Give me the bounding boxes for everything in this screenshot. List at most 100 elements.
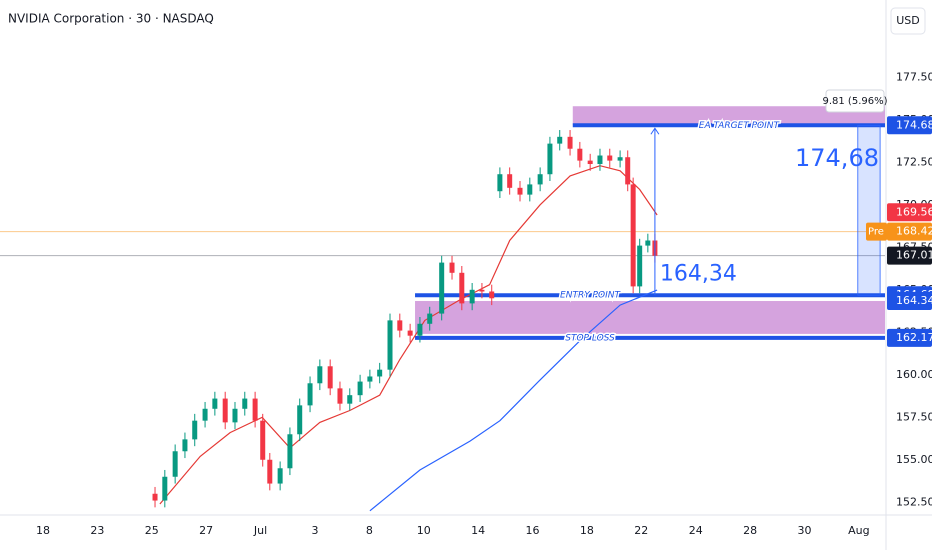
candle-body	[277, 468, 283, 484]
y-tick-label: 152.50	[896, 495, 932, 508]
y-tick-label: 157.50	[896, 410, 932, 423]
candle-body	[469, 289, 475, 304]
candle-body	[597, 155, 603, 165]
candle-body	[377, 369, 383, 377]
x-tick-label: 27	[199, 524, 213, 537]
candle-body	[479, 289, 485, 292]
price-tag	[887, 246, 932, 265]
price-tag-label: 168.42	[896, 225, 932, 238]
candle-body	[182, 439, 188, 452]
candle-body	[152, 493, 158, 501]
candle-body	[297, 405, 303, 435]
x-tick-label: 10	[417, 524, 431, 537]
candle-body	[347, 395, 353, 404]
candle-body	[307, 383, 313, 406]
price-annotation: 174,68	[795, 144, 879, 172]
currency[interactable]: USD	[896, 14, 920, 27]
price-tag-label: 162.17	[896, 331, 932, 344]
candle-body	[527, 184, 533, 195]
price-tag	[887, 292, 932, 311]
price-tag-label: 167.01	[896, 249, 932, 262]
x-tick-label: 28	[743, 524, 757, 537]
zone-label: EA TARGET POINT	[699, 121, 781, 131]
candle-body	[242, 398, 248, 409]
x-tick-label: 18	[36, 524, 50, 537]
measure-label: 9.81 (5.96%)	[822, 96, 887, 107]
candle-body	[397, 320, 403, 331]
pre-tag	[866, 222, 887, 241]
candle-body	[439, 262, 445, 314]
x-tick-label: 3	[311, 524, 318, 537]
currency-button[interactable]	[890, 7, 926, 35]
y-tick-label: 155.00	[896, 453, 932, 466]
candle-body	[517, 187, 523, 195]
zone-label: STOP LOSS	[565, 333, 615, 343]
arrow-head	[650, 127, 660, 135]
candle-body	[202, 408, 208, 421]
candle-body	[577, 148, 583, 161]
target-zone	[572, 106, 885, 126]
candle-body	[212, 398, 218, 409]
x-tick-label: 14	[471, 524, 485, 537]
candle-body	[449, 262, 455, 273]
candle-body	[337, 388, 343, 404]
price-tag-label: 164.34	[896, 294, 932, 307]
candle-body	[232, 408, 238, 423]
candle-body	[317, 366, 323, 384]
candle-body	[557, 136, 563, 144]
candle-body	[357, 381, 363, 396]
candle-body	[617, 157, 623, 161]
candle-body	[222, 398, 228, 423]
candle-body	[267, 459, 273, 484]
candle-body	[567, 136, 573, 149]
price-tag	[887, 116, 932, 135]
zone-label: ENTRY POINT	[560, 291, 621, 301]
candle-body	[287, 434, 293, 469]
candle-body	[427, 313, 433, 324]
candle-body	[172, 451, 178, 477]
candle-body	[625, 157, 631, 185]
candle-body	[630, 184, 636, 287]
price-annotation: 164,34	[660, 261, 737, 286]
y-tick-label: 177.50	[896, 70, 932, 83]
x-tick-label: 25	[145, 524, 159, 537]
candle-body	[587, 160, 593, 165]
candle-body	[637, 245, 643, 287]
price-tag	[887, 203, 932, 222]
candle-body	[547, 143, 553, 175]
candle-body	[260, 420, 266, 460]
y-tick-label: 160.00	[896, 368, 932, 381]
price-tag-label: 169.56	[896, 205, 932, 218]
price-tag	[887, 328, 932, 347]
price-tag	[887, 222, 932, 241]
candle-body	[497, 174, 503, 192]
x-tick-label: 8	[366, 524, 373, 537]
moving-average	[369, 289, 658, 512]
x-tick-label: 30	[797, 524, 811, 537]
candle-body	[417, 323, 423, 336]
candle-body	[162, 476, 168, 501]
candle-body	[252, 398, 258, 421]
candle-body	[192, 420, 198, 440]
candle-body	[507, 174, 513, 188]
y-tick-label: 172.50	[896, 155, 932, 168]
x-tick-label: 18	[580, 524, 594, 537]
price-tag-label: 174.68	[896, 118, 932, 131]
candle-body	[645, 240, 651, 246]
measure-box	[825, 89, 885, 113]
candle-body	[537, 174, 543, 185]
candle-body	[327, 366, 333, 389]
x-tick-label: Aug	[848, 524, 869, 537]
candle-body	[387, 320, 393, 370]
candle-body	[407, 330, 413, 336]
chart-title: NVIDIA Corporation · 30 · NASDAQ	[8, 12, 214, 26]
x-tick-label: 23	[90, 524, 104, 537]
measure-range	[857, 124, 881, 296]
candle-body	[607, 155, 613, 161]
stop-zone	[415, 301, 885, 334]
x-tick-label: 16	[526, 524, 540, 537]
candle-body	[489, 291, 495, 299]
x-tick-label: 22	[634, 524, 648, 537]
